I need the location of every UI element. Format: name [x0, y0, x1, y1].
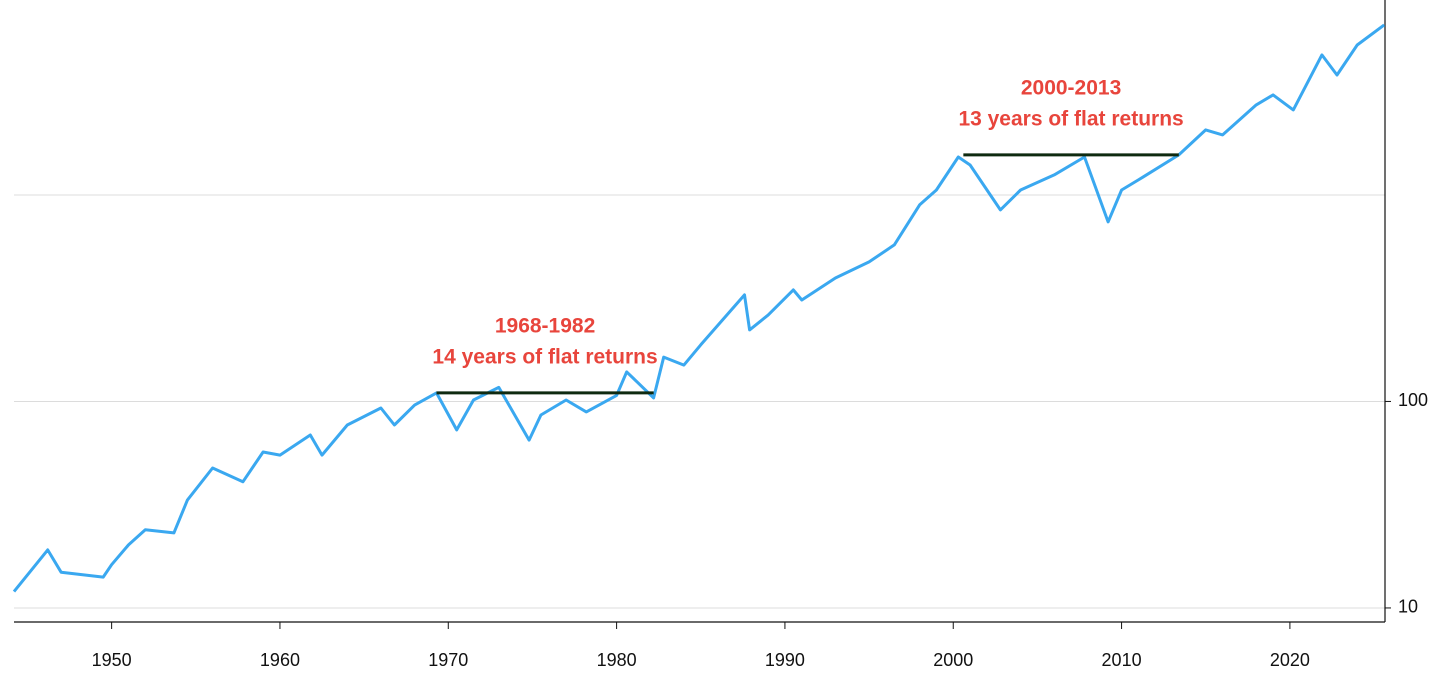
x-tick-label: 1970: [428, 650, 468, 670]
annotation-text: 13 years of flat returns: [958, 107, 1183, 130]
x-tick-label: 2010: [1102, 650, 1142, 670]
annotation-text: 14 years of flat returns: [432, 345, 657, 368]
x-tick-label: 2020: [1270, 650, 1310, 670]
y-tick-label: 10: [1398, 597, 1418, 617]
x-tick-label: 1980: [597, 650, 637, 670]
x-tick-label: 2000: [933, 650, 973, 670]
x-tick-label: 1990: [765, 650, 805, 670]
y-tick-label: 100: [1398, 390, 1428, 410]
annotation-text: 1968-1982: [495, 314, 595, 337]
annotation-text: 2000-2013: [1021, 76, 1121, 99]
price-line: [12, 23, 1386, 593]
x-tick-label: 1950: [92, 650, 132, 670]
x-tick-label: 1960: [260, 650, 300, 670]
